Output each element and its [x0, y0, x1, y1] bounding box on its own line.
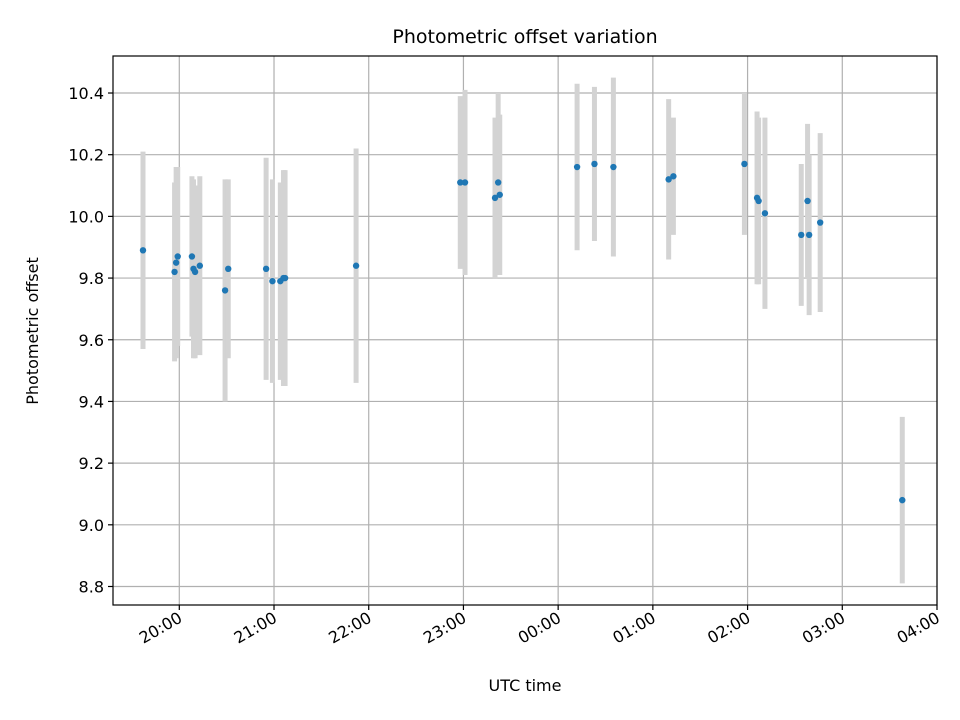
data-point — [191, 268, 199, 276]
data-point — [755, 197, 762, 205]
data-point — [196, 262, 204, 269]
data-point — [174, 253, 181, 260]
y-tick-label: 10.0 — [68, 207, 104, 226]
data-point — [573, 163, 581, 171]
data-point — [610, 163, 617, 171]
y-tick-label: 9.4 — [79, 392, 104, 411]
data-point — [899, 496, 906, 504]
data-point — [269, 277, 276, 285]
data-point — [496, 191, 503, 198]
data-point — [281, 274, 289, 282]
x-axis-label: UTC time — [489, 676, 562, 695]
data-point — [221, 287, 229, 294]
data-point — [591, 160, 598, 168]
data-point — [670, 173, 677, 180]
y-tick-label: 10.4 — [68, 84, 104, 103]
data-point — [262, 265, 270, 273]
data-point — [352, 262, 360, 269]
data-point — [139, 247, 147, 254]
data-point — [798, 231, 805, 239]
data-point — [491, 194, 499, 202]
axes-frame — [112, 55, 938, 606]
data-point — [461, 179, 469, 186]
data-point — [188, 253, 196, 260]
y-tick-label: 9.0 — [79, 516, 104, 535]
data-point — [171, 268, 178, 276]
y-tick-label: 9.2 — [79, 454, 104, 473]
y-tick-label: 8.8 — [79, 577, 104, 596]
data-point — [494, 179, 502, 186]
data-point — [741, 160, 748, 168]
data-point — [816, 219, 824, 226]
data-point — [665, 176, 672, 183]
data-point — [761, 210, 769, 217]
data-point — [805, 231, 813, 239]
data-point — [804, 197, 811, 205]
data-point — [225, 265, 232, 273]
y-axis-label: Photometric offset — [23, 257, 42, 405]
y-tick-label: 9.8 — [79, 269, 104, 288]
y-tick-label: 9.6 — [79, 331, 104, 350]
y-tick-label: 10.2 — [68, 146, 104, 165]
data-point — [172, 259, 180, 266]
chart-title: Photometric offset variation — [392, 26, 657, 48]
data-point — [457, 179, 464, 186]
